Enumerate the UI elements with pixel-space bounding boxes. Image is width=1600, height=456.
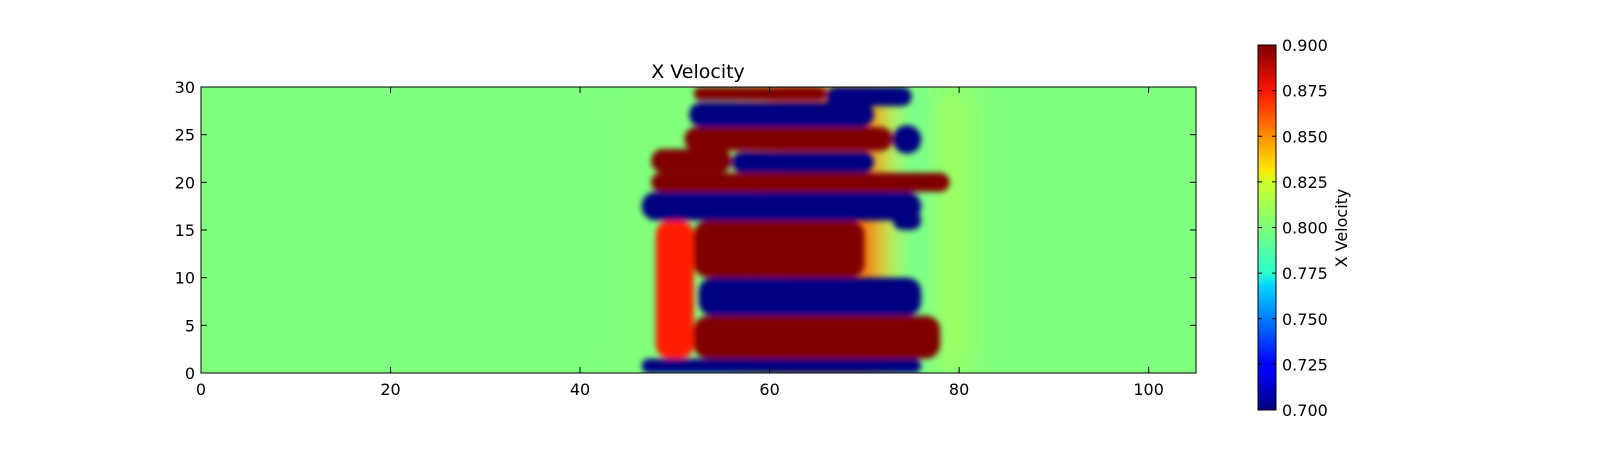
heatmap-region-0 xyxy=(693,87,827,101)
heatmap-region-2 xyxy=(684,127,893,151)
plot-area xyxy=(201,87,1196,373)
heatmap-region-1 xyxy=(689,102,874,128)
y-tick-label: 30 xyxy=(175,78,195,97)
heatmap-region-9 xyxy=(693,315,941,359)
y-tick-label: 20 xyxy=(175,173,195,192)
colorbar-tick-label: 0.900 xyxy=(1282,36,1328,55)
x-tick-label: 0 xyxy=(196,380,206,399)
heatmap-region-14 xyxy=(892,210,922,230)
heatmap-region-7 xyxy=(693,220,865,278)
colorbar-label: X Velocity xyxy=(1332,189,1351,268)
heatmap-region-12 xyxy=(826,87,912,107)
y-tick-label: 25 xyxy=(175,126,195,145)
heatmap-region-4 xyxy=(651,172,950,192)
x-tick-label: 100 xyxy=(1133,380,1164,399)
heatmap-region-6 xyxy=(641,191,922,221)
colorbar-tick-label: 0.800 xyxy=(1282,219,1328,238)
colorbar-tick-label: 0.875 xyxy=(1282,82,1328,101)
colorbar-tick-label: 0.725 xyxy=(1282,355,1328,374)
y-axis: 0 5 10 15 20 25 30 xyxy=(175,78,1196,383)
x-tick-label: 40 xyxy=(570,380,590,399)
heatmap-region-3 xyxy=(731,151,874,173)
heatmap-region-5 xyxy=(651,148,732,173)
heatmap-region-11 xyxy=(655,220,694,359)
chart-title: X Velocity xyxy=(651,61,745,83)
colorbar-tick-label: 0.825 xyxy=(1282,173,1328,192)
colorbar-tick-label: 0.850 xyxy=(1282,127,1328,146)
heatmap-region-10 xyxy=(641,358,922,373)
heatmap-region-13 xyxy=(892,125,922,154)
colorbar: 0.700 0.725 0.750 0.775 0.800 0.825 0.850 0.875… xyxy=(1257,36,1351,420)
x-axis: 0 20 40 60 80 100 xyxy=(196,87,1164,399)
x-tick-label: 20 xyxy=(380,380,400,399)
x-tick-label: 80 xyxy=(949,380,969,399)
y-tick-label: 5 xyxy=(185,316,195,335)
colorbar-tick-label: 0.750 xyxy=(1282,310,1328,329)
colorbar-tick-label: 0.775 xyxy=(1282,264,1328,283)
y-tick-label: 15 xyxy=(175,221,195,240)
x-tick-label: 60 xyxy=(759,380,779,399)
colorbar-tick-label: 0.700 xyxy=(1282,401,1328,420)
y-tick-label: 10 xyxy=(175,269,195,288)
heatmap-region-8 xyxy=(698,277,922,316)
y-tick-label: 0 xyxy=(185,364,195,383)
